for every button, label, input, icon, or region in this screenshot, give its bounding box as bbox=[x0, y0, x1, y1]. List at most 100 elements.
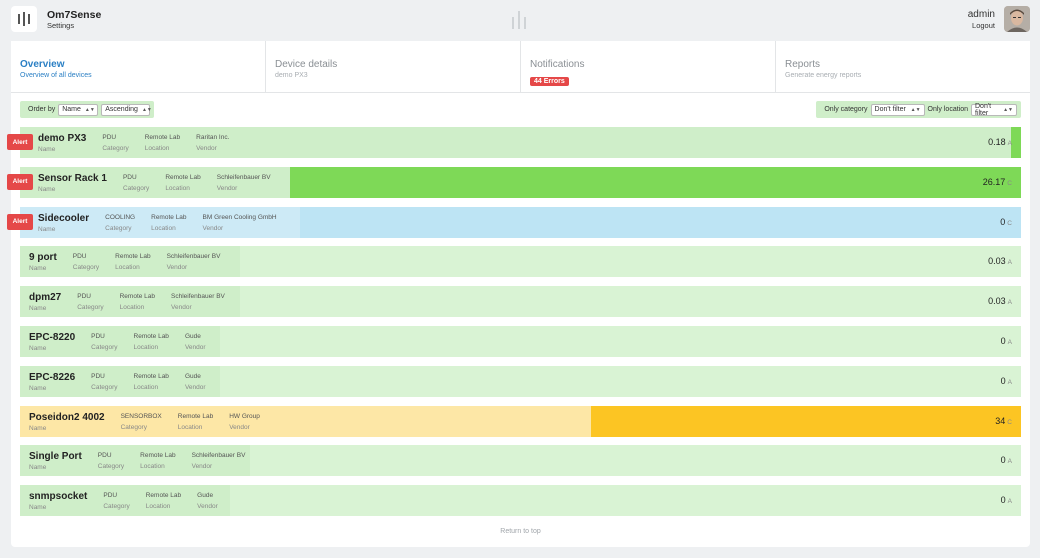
device-info: Sidecooler Name COOLING Category Remote Lab L… bbox=[20, 207, 293, 238]
device-row[interactable]: Sidecooler Name COOLING Category Remote Lab L… bbox=[7, 206, 1021, 238]
location-field-label: Location bbox=[144, 145, 170, 152]
vendor-field-label: Vendor bbox=[196, 145, 217, 152]
order-field-select[interactable]: Name ▲▼ bbox=[58, 103, 99, 116]
value-number: 0.03 bbox=[988, 296, 1006, 307]
device-vendor-cell: Schleifenbauer BV Vendor bbox=[171, 293, 225, 311]
app-logo-icon[interactable] bbox=[11, 6, 37, 32]
device-value: 0.03 A bbox=[988, 256, 1012, 266]
device-name: demo PX3 bbox=[38, 133, 87, 144]
avatar[interactable] bbox=[1004, 6, 1030, 32]
device-info: 9 port Name PDU Category Remote Lab Location S… bbox=[20, 246, 236, 277]
return-to-top-link[interactable]: Return to top bbox=[500, 528, 541, 535]
value-unit: C bbox=[1007, 179, 1012, 187]
logout-link[interactable]: Logout bbox=[972, 21, 995, 30]
name-field-label: Name bbox=[38, 225, 56, 233]
tab-device-details[interactable]: Device details demo PX3 bbox=[265, 41, 520, 92]
location-field-label: Location bbox=[133, 344, 159, 351]
tab-overview[interactable]: Overview Overview of all devices bbox=[11, 41, 265, 92]
device-row[interactable]: dpm27 Name PDU Category Remote Lab Location Sc… bbox=[20, 286, 1021, 318]
vendor-field-label: Vendor bbox=[184, 344, 206, 351]
error-count-badge: 44 Errors bbox=[530, 77, 569, 86]
value-bar bbox=[590, 405, 1021, 437]
device-category-cell: PDU Category bbox=[91, 373, 117, 391]
device-vendor: BM Green Cooling GmbH bbox=[202, 213, 277, 221]
device-category-cell: COOLING Category bbox=[105, 214, 135, 232]
device-value: 26.17 C bbox=[983, 177, 1012, 187]
app-title: Om7Sense bbox=[47, 9, 102, 21]
device-row[interactable]: 9 port Name PDU Category Remote Lab Location S… bbox=[20, 246, 1021, 278]
device-location: Remote Lab bbox=[119, 293, 156, 301]
device-name: Sensor Rack 1 bbox=[38, 172, 107, 184]
device-name-cell: EPC-8220 Name bbox=[29, 326, 75, 352]
device-location: Remote Lab bbox=[177, 412, 214, 420]
vendor-field-label: Vendor bbox=[216, 184, 238, 192]
device-location-cell: Remote Lab Location bbox=[146, 492, 181, 510]
location-filter-select[interactable]: Don't filter ▲▼ bbox=[971, 103, 1017, 117]
device-category: SENSORBOX bbox=[120, 412, 162, 420]
device-vendor-cell: HW Group Vendor bbox=[229, 413, 260, 431]
device-info: demo PX3 Name PDU Category Remote Lab Locatio… bbox=[20, 127, 245, 158]
tab-reports[interactable]: Reports Generate energy reports bbox=[775, 41, 1030, 92]
value-unit: A bbox=[1007, 339, 1012, 346]
name-field-label: Name bbox=[29, 464, 47, 472]
location-field-label: Location bbox=[133, 383, 159, 391]
vendor-field-label: Vendor bbox=[191, 463, 213, 471]
category-filter-select[interactable]: Don't filter ▲▼ bbox=[870, 103, 925, 116]
tab-notifications[interactable]: Notifications 44 Errors bbox=[520, 41, 775, 92]
main-panel: Overview Overview of all devices Device de… bbox=[7, 41, 1030, 547]
alert-badge[interactable]: Alert bbox=[7, 173, 33, 190]
device-category-cell: PDU Category bbox=[73, 253, 99, 271]
location-filter-label: Only location bbox=[927, 106, 968, 113]
device-row[interactable]: demo PX3 Name PDU Category Remote Lab Locatio… bbox=[7, 127, 1021, 158]
user-name: admin bbox=[967, 9, 995, 20]
device-row[interactable]: Poseidon2 4002 Name SENSORBOX Category Remot… bbox=[20, 405, 1021, 437]
device-row[interactable]: Single Port Name PDU Category Remote Lab Loca… bbox=[20, 445, 1021, 477]
device-vendor: Gude bbox=[184, 333, 201, 340]
device-vendor: Gude bbox=[197, 492, 214, 500]
device-name: Single Port bbox=[29, 451, 82, 463]
device-row[interactable]: Sensor Rack 1 Name PDU Category Remote Lab Lo… bbox=[7, 166, 1021, 198]
device-vendor-cell: Gude Vendor bbox=[185, 333, 206, 351]
device-name-cell: snmpsocket Name bbox=[29, 485, 87, 511]
value-unit: A bbox=[1007, 378, 1012, 386]
device-vendor-cell: Schleifenbauer BV Vendor bbox=[167, 253, 221, 271]
alert-badge[interactable]: Alert bbox=[7, 213, 33, 230]
device-category-cell: PDU Category bbox=[91, 333, 117, 351]
device-value: 0.18 A bbox=[988, 137, 1012, 147]
device-category: PDU bbox=[103, 492, 118, 500]
name-field-label: Name bbox=[29, 384, 47, 392]
device-category-cell: PDU Category bbox=[77, 293, 103, 311]
vendor-field-label: Vendor bbox=[184, 383, 206, 391]
order-direction-value: Ascending bbox=[105, 106, 138, 113]
name-field-label: Name bbox=[29, 504, 47, 512]
tab-subtitle: demo PX3 bbox=[275, 72, 308, 79]
value-bar bbox=[220, 326, 1021, 357]
device-location: Remote Lab bbox=[140, 452, 176, 460]
device-location-cell: Remote Lab Location bbox=[134, 373, 169, 391]
device-category: COOLING bbox=[105, 213, 136, 221]
alert-badge[interactable]: Alert bbox=[7, 134, 33, 150]
value-number: 26.17 bbox=[982, 176, 1006, 187]
device-vendor: Gude bbox=[184, 372, 201, 380]
category-field-label: Category bbox=[77, 304, 104, 312]
device-category-cell: PDU Category bbox=[98, 452, 124, 470]
device-category: PDU bbox=[97, 452, 112, 460]
device-info: snmpsocket Name PDU Category Remote Lab Locat… bbox=[20, 485, 234, 516]
order-by-label: Order by bbox=[28, 106, 56, 113]
name-field-label: Name bbox=[29, 265, 47, 273]
device-row[interactable]: snmpsocket Name PDU Category Remote Lab Locat… bbox=[20, 485, 1021, 517]
device-vendor: Schleifenbauer BV bbox=[166, 253, 221, 261]
value-unit: C bbox=[1007, 219, 1012, 227]
device-location: Remote Lab bbox=[144, 134, 181, 141]
settings-link[interactable]: Settings bbox=[47, 21, 75, 30]
device-row[interactable]: EPC-8220 Name PDU Category Remote Lab Locatio… bbox=[20, 326, 1021, 357]
device-value: 34 C bbox=[995, 416, 1012, 426]
order-direction-select[interactable]: Ascending ▲▼ bbox=[101, 103, 152, 116]
value-unit: A bbox=[1007, 498, 1012, 506]
device-row[interactable]: EPC-8226 Name PDU Category Remote Lab Locatio… bbox=[20, 365, 1021, 397]
device-location: Remote Lab bbox=[133, 333, 169, 340]
device-category-cell: PDU Category bbox=[102, 134, 128, 152]
value-number: 0 bbox=[1000, 375, 1006, 386]
